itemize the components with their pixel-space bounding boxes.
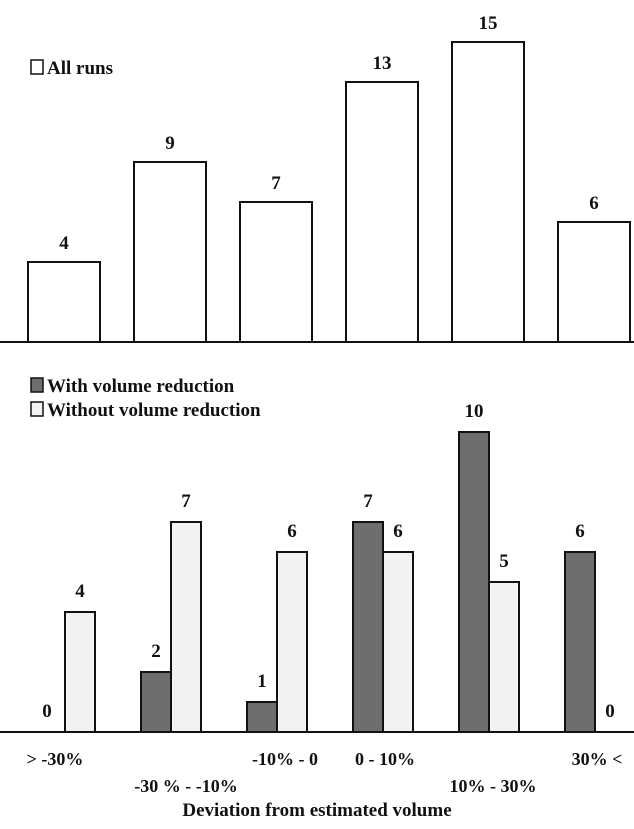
bar-without-volume-reduction-0-10	[382, 551, 414, 733]
value-label-without-volume-reduction-30-10: 7	[181, 491, 191, 512]
legend-label-without-volume-reduction: Without volume reduction	[47, 400, 261, 421]
x-tick-label-0-10: 0 - 10%	[355, 749, 415, 769]
bar-all-runs-30	[557, 221, 631, 343]
value-label-without-volume-reduction-30: 4	[75, 581, 85, 602]
legend-swatch-all-runs	[30, 59, 44, 75]
legend-label-all-runs: All runs	[47, 58, 113, 79]
bar-with-volume-reduction-30-10	[140, 671, 172, 733]
value-label-with-volume-reduction-10-0: 1	[257, 671, 267, 692]
x-tick-label-30-10: -30 % - -10%	[134, 776, 237, 796]
value-label-without-volume-reduction-10-30: 5	[499, 551, 509, 572]
bar-all-runs-30-10	[133, 161, 207, 343]
bar-with-volume-reduction-30	[564, 551, 596, 733]
value-label-without-volume-reduction-10-0: 6	[287, 521, 297, 542]
value-label-without-volume-reduction-0-10: 6	[393, 521, 403, 542]
value-label-with-volume-reduction-30-10: 2	[151, 641, 161, 662]
bar-all-runs-10-0	[239, 201, 313, 343]
bar-without-volume-reduction-10-30	[488, 581, 520, 733]
x-tick-label-10-0: -10% - 0	[252, 749, 318, 769]
bar-all-runs-10-30	[451, 41, 525, 343]
value-label-all-runs-10-0: 7	[271, 173, 281, 194]
bar-with-volume-reduction-0-10	[352, 521, 384, 733]
x-tick-label-30: > -30%	[27, 749, 84, 769]
legend-swatch-with-volume-reduction	[30, 377, 44, 393]
x-axis-title: Deviation from estimated volume	[182, 800, 451, 821]
value-label-all-runs-10-30: 15	[479, 13, 498, 34]
value-label-all-runs-0-10: 13	[373, 53, 392, 74]
value-label-all-runs-30: 6	[589, 193, 599, 214]
legend-swatch-without-volume-reduction	[30, 401, 44, 417]
bar-all-runs-30	[27, 261, 101, 343]
bar-without-volume-reduction-30	[64, 611, 96, 733]
value-label-with-volume-reduction-10-30: 10	[465, 401, 484, 422]
value-label-with-volume-reduction-0-10: 7	[363, 491, 373, 512]
value-label-all-runs-30-10: 9	[165, 133, 175, 154]
top-panel: 4 9 7 13 15 6 All runs	[0, 13, 634, 343]
x-tick-label-10-30: 10% - 30%	[450, 776, 537, 796]
bar-with-volume-reduction-10-0	[246, 701, 278, 733]
value-label-with-volume-reduction-30: 6	[575, 521, 585, 542]
value-label-all-runs-30: 4	[59, 233, 69, 254]
bar-all-runs-0-10	[345, 81, 419, 343]
value-label-with-volume-reduction-30: 0	[42, 701, 52, 722]
legend-label-with-volume-reduction: With volume reduction	[47, 376, 235, 397]
x-tick-label-30: 30% <	[572, 749, 623, 769]
bar-without-volume-reduction-10-0	[276, 551, 308, 733]
bar-without-volume-reduction-30-10	[170, 521, 202, 733]
value-label-without-volume-reduction-30: 0	[605, 701, 615, 722]
bar-with-volume-reduction-10-30	[458, 431, 490, 733]
